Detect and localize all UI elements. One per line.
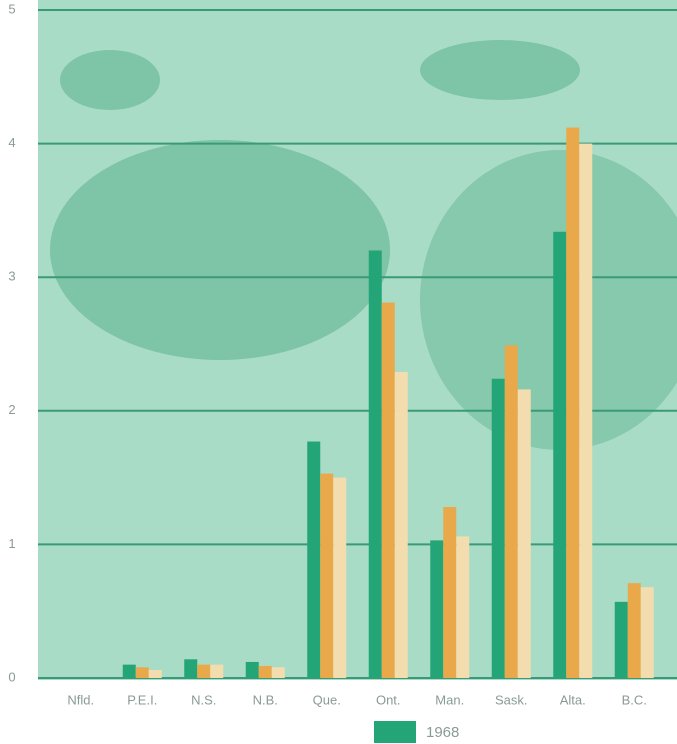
bar (394, 372, 408, 678)
y-tick-label: 4 (8, 135, 15, 150)
y-tick-label: 5 (8, 1, 15, 16)
bar (258, 665, 272, 678)
bar (491, 378, 505, 678)
x-tick-label: Alta. (560, 692, 586, 707)
bar (566, 127, 580, 679)
bar (443, 506, 457, 678)
bar (368, 250, 382, 679)
bar (333, 477, 347, 678)
bar (627, 583, 641, 678)
x-tick-label: Que. (313, 692, 341, 707)
bar (197, 664, 211, 678)
y-tick-label: 1 (8, 536, 15, 551)
x-tick-label: P.E.I. (127, 692, 157, 707)
photo-shape (50, 140, 390, 360)
x-tick-label: N.S. (191, 692, 216, 707)
bar (271, 667, 285, 678)
bar (148, 669, 162, 678)
y-tick-label: 0 (8, 669, 15, 684)
photo-shape (420, 40, 580, 100)
bar (579, 143, 593, 679)
legend-swatch (374, 721, 416, 743)
bar (135, 667, 149, 678)
bar (456, 536, 470, 678)
x-tick-label: B.C. (622, 692, 647, 707)
bar (430, 540, 444, 678)
bar (122, 664, 136, 678)
x-tick-label: Man. (435, 692, 464, 707)
bar (640, 587, 654, 678)
photo-shape (420, 150, 677, 450)
bar (614, 601, 628, 678)
bar (504, 345, 518, 678)
photo-shape (60, 50, 160, 110)
bar (245, 661, 259, 678)
x-tick-label: Sask. (495, 692, 528, 707)
bar (553, 231, 567, 678)
bar (210, 664, 224, 678)
bar (307, 441, 321, 678)
x-tick-label: Ont. (376, 692, 401, 707)
bar (381, 302, 395, 678)
bar (320, 473, 334, 678)
x-tick-label: N.B. (253, 692, 278, 707)
bar (517, 389, 531, 678)
bar (184, 659, 198, 678)
y-tick-label: 3 (8, 269, 15, 284)
legend-label: 1968 (426, 724, 459, 741)
x-tick-label: Nfld. (67, 692, 94, 707)
y-tick-label: 2 (8, 402, 15, 417)
